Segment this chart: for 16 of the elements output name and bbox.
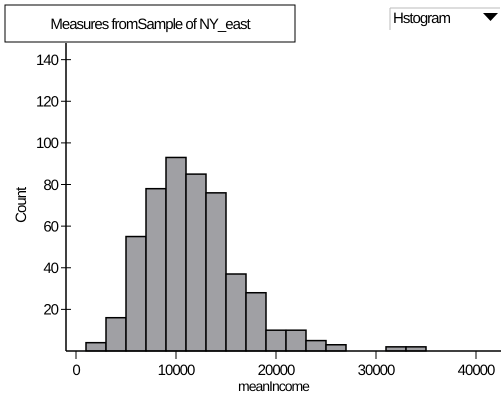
y-tick-label: 100 — [36, 135, 59, 152]
x-tick-label: 40000 — [458, 362, 496, 379]
text: Hstogram — [393, 10, 451, 27]
y-tick-label: 40 — [43, 260, 59, 278]
x-tick-label: 30000 — [358, 362, 396, 379]
y-axis-title: Count — [13, 186, 30, 223]
x-tick-label: 0 — [72, 362, 80, 379]
y-tick-label: 120 — [36, 94, 59, 111]
x-axis-title: meanIncome — [238, 378, 310, 394]
y-tick-label: 140 — [36, 52, 59, 69]
y-tick-label: 20 — [43, 302, 59, 319]
y-tick-label: 80 — [43, 176, 59, 194]
chart-title: Measures fromSample of NY_east — [50, 16, 252, 33]
y-tick-label: 60 — [43, 218, 59, 236]
x-tick-label: 20000 — [258, 362, 296, 379]
x-tick-label: 10000 — [158, 362, 196, 379]
